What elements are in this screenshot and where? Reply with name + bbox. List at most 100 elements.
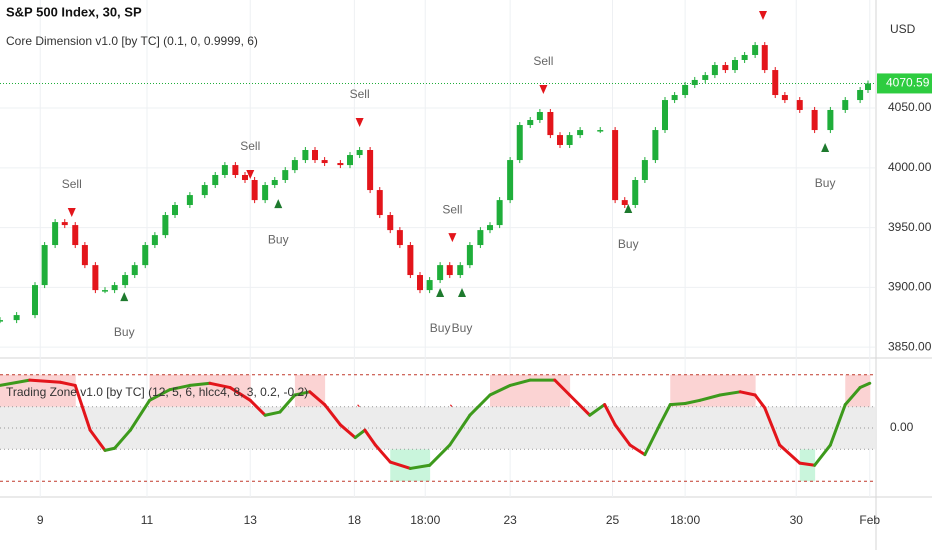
candle [356, 150, 363, 156]
x-tick-label: Feb [859, 513, 880, 527]
oscillator-line [778, 443, 802, 465]
candle [186, 195, 193, 205]
candle [172, 204, 178, 216]
oscillator-line [643, 423, 662, 457]
candle [671, 95, 678, 101]
overbought-zone [700, 374, 721, 407]
oscillator-line [683, 398, 702, 406]
candle [212, 174, 219, 186]
oscillator-line [468, 393, 492, 417]
x-tick-label: 23 [503, 513, 517, 527]
candle [41, 245, 48, 286]
candle [632, 180, 639, 205]
candle [32, 285, 38, 316]
signal-marker [436, 288, 445, 298]
overbought-zone [740, 374, 756, 407]
oscillator-line [428, 443, 452, 467]
oscillator-line [58, 380, 77, 387]
candle [321, 160, 328, 164]
candle [131, 265, 138, 276]
oscillator-line [293, 390, 312, 397]
candle [536, 111, 543, 121]
candle [396, 230, 403, 246]
oscillator-line [698, 393, 722, 402]
candle [291, 160, 298, 171]
candle [407, 245, 414, 276]
candle [691, 79, 698, 85]
candle [142, 245, 149, 266]
candle [102, 290, 108, 292]
overbought-zone [860, 374, 871, 407]
oscillator-line [373, 443, 392, 464]
last-price-tag [877, 73, 932, 94]
indicator-title: Core Dimension v1.0 [by TC] (0.1, 0, 0.9… [6, 34, 258, 48]
neutral-band [0, 406, 875, 450]
candle [437, 265, 444, 281]
candle [612, 130, 619, 201]
candle [376, 190, 383, 216]
signal-marker [458, 288, 466, 298]
candle [92, 265, 99, 291]
signal-label: Buy [815, 176, 836, 190]
oscillator-line [353, 428, 367, 440]
x-tick-label: 11 [141, 513, 154, 527]
signal-label: Buy [618, 237, 639, 251]
oscillator-line [308, 390, 327, 407]
oscillator-line [263, 410, 282, 417]
oscillator-line [73, 383, 92, 432]
candle [711, 65, 718, 76]
oscillator-line [0, 378, 32, 387]
candle [337, 163, 344, 166]
candle [387, 215, 394, 231]
candle [251, 180, 258, 201]
x-tick-label: 18 [348, 513, 362, 527]
candle [507, 160, 514, 201]
oscillator-line [113, 428, 132, 450]
oscillator-line [828, 403, 847, 447]
signal-marker [120, 292, 129, 302]
candle [221, 165, 228, 175]
signal-label: Sell [442, 202, 462, 216]
candle [477, 230, 484, 246]
candle [111, 285, 118, 291]
candle [722, 65, 729, 71]
candle [496, 200, 503, 226]
candle [162, 215, 169, 236]
candle [271, 180, 278, 186]
oscillator-line [338, 423, 357, 440]
candle [577, 130, 584, 136]
signal-marker [539, 85, 548, 95]
candle [81, 245, 88, 266]
candle [516, 125, 523, 161]
oscillator-line [508, 378, 532, 387]
oscillator-line [628, 443, 647, 457]
oscillator-line [753, 393, 767, 410]
signal-marker [448, 233, 457, 243]
candle [282, 170, 289, 181]
candle [702, 75, 709, 80]
oscillator-line [843, 386, 862, 407]
oscillator-line [228, 386, 252, 402]
candle [466, 245, 473, 266]
oscillator-line [363, 428, 377, 447]
candle [242, 174, 248, 181]
oscillator-line [763, 406, 782, 447]
candle [641, 160, 648, 181]
y-tick-label: 3850.00 [888, 339, 932, 353]
signal-marker [624, 203, 633, 213]
x-tick-label: 30 [790, 513, 804, 527]
signal-marker [355, 117, 364, 127]
signal-label: Sell [62, 177, 82, 191]
candle [426, 280, 433, 291]
oscillator-line [148, 388, 172, 402]
signal-label: Sell [533, 54, 553, 68]
currency: USD [890, 22, 916, 36]
y-tick-label: 3900.00 [888, 280, 932, 294]
signal-marker [821, 143, 830, 153]
candle [857, 90, 864, 101]
candle [527, 120, 534, 126]
candle [61, 222, 68, 226]
oscillator-line [208, 381, 232, 390]
candle [557, 135, 563, 145]
